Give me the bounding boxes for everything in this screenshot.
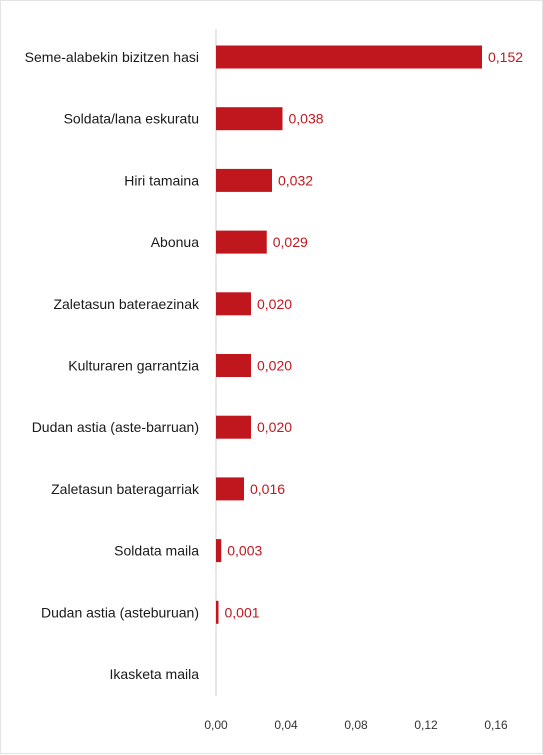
bar: [216, 354, 251, 377]
value-label: 0,029: [273, 234, 308, 250]
category-label: Soldata maila: [114, 543, 199, 559]
value-label: 0,038: [289, 111, 324, 127]
bar: [216, 415, 251, 439]
bar: [216, 600, 219, 624]
bar: [216, 168, 272, 192]
value-label: 0,003: [227, 543, 262, 559]
bar: [216, 45, 482, 69]
bar: [216, 107, 283, 131]
bar: [216, 539, 222, 563]
category-label: Dudan astia (aste-barruan): [32, 419, 199, 435]
x-tick-label: 0,16: [484, 718, 508, 732]
value-label: 0,001: [225, 604, 260, 620]
category-label: Zaletasun bateraezinak: [53, 296, 200, 312]
category-label: Zaletasun bateragarriak: [51, 481, 200, 497]
bar: [216, 292, 251, 316]
x-tick-label: 0,08: [344, 718, 368, 732]
value-label: 0,020: [257, 296, 292, 312]
category-label: Dudan astia (asteburuan): [41, 604, 199, 620]
x-tick-label: 0,04: [274, 718, 298, 732]
value-label: 0,032: [278, 172, 313, 188]
x-tick-label: 0,00: [204, 718, 228, 732]
category-label: Seme-alabekin bizitzen hasi: [25, 49, 199, 65]
category-label: Ikasketa maila: [110, 666, 200, 682]
bar: [216, 477, 244, 501]
category-label: Abonua: [151, 234, 199, 250]
bar: [216, 230, 267, 254]
x-tick-label: 0,12: [414, 718, 438, 732]
category-label: Soldata/lana eskuratu: [64, 111, 199, 127]
value-label: 0,020: [257, 419, 292, 435]
value-label: 0,016: [250, 481, 285, 497]
value-label: 0,152: [488, 49, 523, 65]
value-label: 0,020: [257, 358, 292, 374]
category-label: Hiri tamaina: [124, 172, 199, 188]
category-label: Kulturaren garrantzia: [68, 358, 199, 374]
